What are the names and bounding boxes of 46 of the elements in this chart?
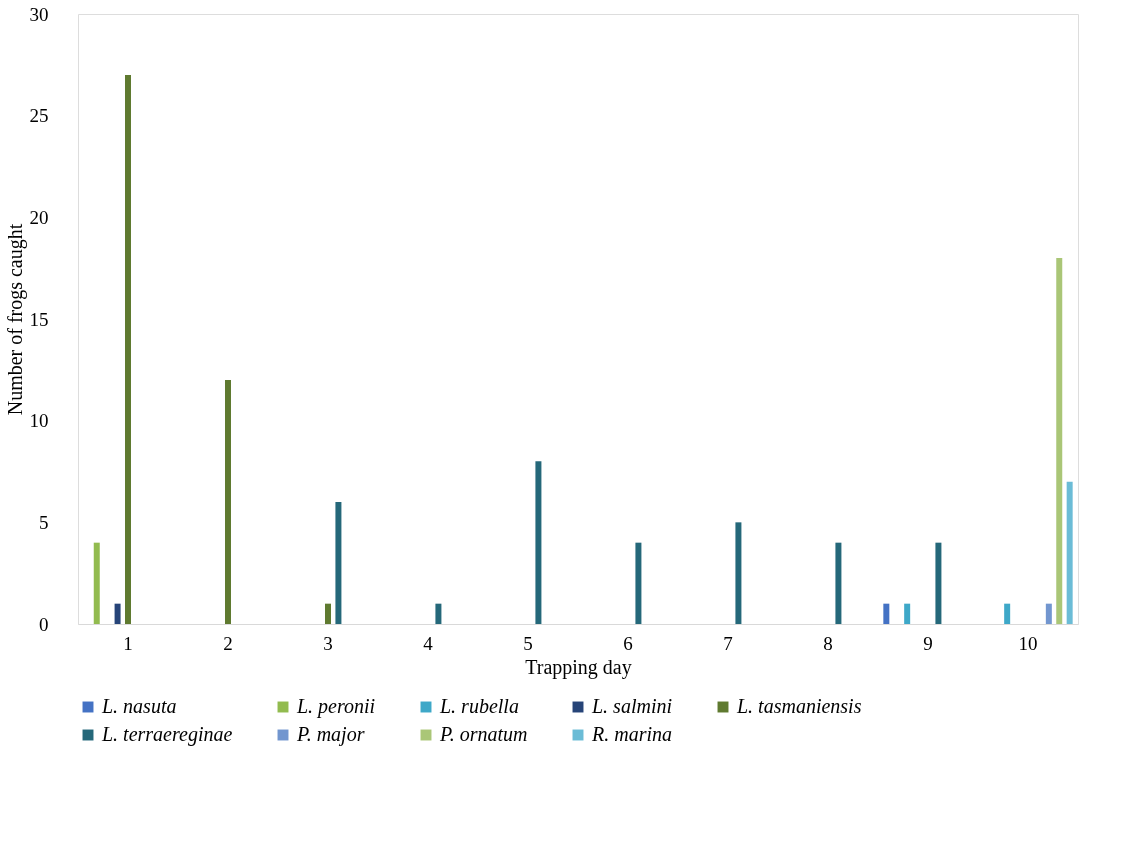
x-tick-label: 4	[423, 632, 434, 654]
x-tick-label: 8	[823, 632, 833, 654]
y-tick-label: 25	[29, 105, 49, 127]
bar	[225, 380, 231, 624]
bar	[1056, 258, 1063, 624]
legend-label: L. terraereginae	[101, 723, 233, 746]
x-tick-label: 6	[623, 632, 633, 654]
y-tick-label: 5	[39, 511, 49, 533]
legend-label: P. ornatum	[439, 723, 528, 745]
x-tick-label: 9	[923, 632, 933, 654]
bar	[335, 502, 342, 624]
x-tick-label: 5	[523, 632, 533, 654]
bar	[935, 542, 942, 624]
y-tick-label: 10	[29, 410, 49, 432]
legend-label: L. rubella	[439, 695, 519, 717]
x-tick-label: 1	[123, 632, 133, 654]
x-tick-label: 10	[1018, 632, 1038, 654]
bar	[125, 75, 131, 624]
legend-label: P. major	[296, 723, 365, 746]
y-tick-label: 30	[29, 3, 49, 25]
x-tick-label: 7	[723, 632, 733, 654]
bar	[1045, 603, 1052, 624]
legend-label: L. nasuta	[101, 695, 177, 717]
bar	[904, 603, 911, 624]
bar	[1004, 603, 1011, 624]
x-tick-label: 2	[223, 632, 233, 654]
bar	[93, 542, 100, 624]
legend-label: L. tasmaniensis	[736, 695, 862, 717]
bar	[325, 603, 331, 624]
bar	[735, 522, 742, 624]
y-tick-label: 20	[29, 206, 49, 228]
x-tick-label: 3	[323, 632, 333, 654]
bar	[883, 603, 890, 624]
y-tick-label: 0	[39, 613, 49, 635]
legend-label: L. peronii	[296, 695, 376, 718]
bar	[114, 603, 121, 624]
bar	[835, 542, 842, 624]
bar	[535, 461, 542, 624]
y-tick-label: 15	[29, 308, 49, 330]
bar	[1066, 481, 1073, 624]
x-axis-title: Trapping day	[525, 655, 632, 679]
legend-label: R. marina	[591, 723, 672, 745]
legend-label: L. salmini	[591, 695, 673, 717]
bar	[635, 542, 642, 624]
y-axis-title: Number of frogs caught	[3, 223, 27, 416]
bar	[435, 603, 442, 624]
